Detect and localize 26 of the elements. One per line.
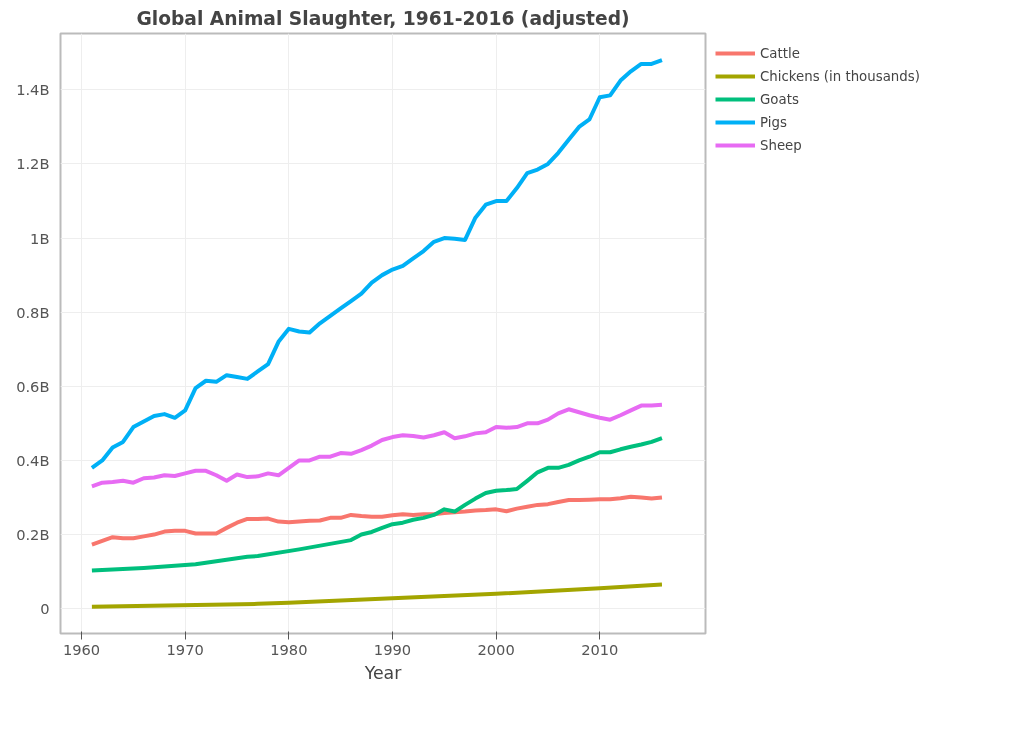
x-tick-label: 2000 xyxy=(477,640,515,658)
y-tick-label: 0.8B xyxy=(16,303,50,321)
y-tick-label: 0.2B xyxy=(16,526,50,544)
y-tick-label: 0.6B xyxy=(16,377,50,395)
y-tick-label: 0.4B xyxy=(16,451,50,469)
y-tick-label: 1B xyxy=(30,229,50,247)
y-tick-label: 1.4B xyxy=(16,81,50,99)
line-series xyxy=(89,494,664,547)
legend-label: Cattle xyxy=(760,45,800,61)
x-axis-title: Year xyxy=(363,662,403,683)
line-series xyxy=(89,582,664,609)
legend-label: Goats xyxy=(760,91,799,107)
y-tick-label: 1.2B xyxy=(16,155,50,173)
legend-label: Sheep xyxy=(760,137,802,153)
x-tick-label: 2010 xyxy=(581,640,619,658)
x-tick-label: 1960 xyxy=(62,640,101,658)
x-tick-label: 1980 xyxy=(270,640,308,658)
y-tick-label: 0 xyxy=(40,600,50,618)
line-series xyxy=(89,436,664,573)
line-series xyxy=(89,402,664,489)
legend-label: Chickens (in thousands) xyxy=(760,68,920,84)
x-tick-label: 1970 xyxy=(166,640,204,658)
chart-title: Global Animal Slaughter, 1961-2016 (adjusted) xyxy=(136,7,630,29)
x-tick-label: 1990 xyxy=(373,640,412,658)
line-series xyxy=(89,58,664,470)
legend-label: Pigs xyxy=(760,114,787,130)
